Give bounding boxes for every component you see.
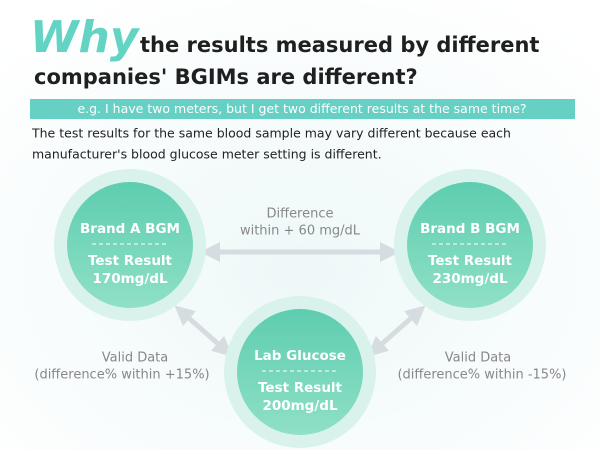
node-result: 230mg/dL <box>432 271 508 287</box>
arrows <box>174 242 426 357</box>
node-circle <box>237 309 363 435</box>
node-circle <box>407 182 533 308</box>
description: manufacturer's blood glucose meter setti… <box>32 147 382 162</box>
node-circle <box>67 182 193 308</box>
title-emphasis: Why <box>30 12 141 63</box>
node-label: Brand A BGM <box>80 221 180 237</box>
node-result: 170mg/dL <box>92 271 168 287</box>
edge-label: Valid Data <box>102 351 169 366</box>
node-result: 200mg/dL <box>262 398 338 414</box>
edge-label: Difference <box>266 207 333 222</box>
title-line: the results measured by different <box>140 33 539 57</box>
edge-label: Valid Data <box>445 351 512 366</box>
example-banner <box>30 99 575 119</box>
node-result-label: Test Result <box>258 380 343 396</box>
description: The test results for the same blood samp… <box>31 126 511 141</box>
node-label: Lab Glucose <box>254 348 346 364</box>
edge-label: (difference% within -15%) <box>397 368 566 383</box>
example-text: e.g. I have two meters, but I get two di… <box>77 101 526 116</box>
node-result-label: Test Result <box>88 253 173 269</box>
node-label: Brand B BGM <box>420 221 520 237</box>
edge-label: within + 60 mg/dL <box>240 224 361 239</box>
node-result-label: Test Result <box>428 253 513 269</box>
title-line: companies' BGIMs are different? <box>34 65 418 89</box>
edge-label: (difference% within +15%) <box>34 368 209 383</box>
nodes: Brand A BGM Test Result 170mg/dL Brand B BG… <box>54 169 546 448</box>
